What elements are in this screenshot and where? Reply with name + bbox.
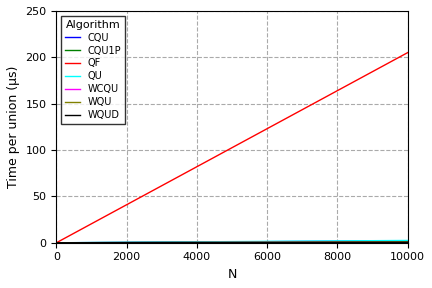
CQU1P	[296, 240, 301, 244]
QF	[54, 241, 59, 245]
QF	[90, 221, 95, 225]
Line: CQU1P: CQU1P	[56, 241, 407, 243]
WQUD	[123, 241, 128, 245]
CQU1P	[123, 241, 128, 244]
Line: WQU: WQU	[56, 242, 407, 243]
CQU1P	[259, 240, 264, 244]
QU	[123, 240, 128, 244]
CQU1P	[54, 241, 59, 245]
WQU	[388, 240, 393, 244]
CQU	[259, 240, 264, 243]
QU	[90, 241, 95, 244]
WQUD	[296, 241, 301, 244]
QF	[405, 51, 410, 54]
WCQU	[296, 240, 301, 244]
CQU1P	[90, 241, 95, 244]
WCQU	[54, 241, 59, 245]
WQU	[54, 241, 59, 245]
Line: CQU: CQU	[56, 241, 407, 243]
QU	[388, 239, 393, 242]
WQUD	[54, 241, 59, 245]
WQU	[405, 240, 410, 244]
WCQU	[259, 240, 264, 244]
WQUD	[388, 240, 393, 244]
QF	[388, 60, 393, 64]
WCQU	[123, 241, 128, 244]
Line: QF: QF	[56, 53, 407, 243]
CQU1P	[292, 240, 297, 244]
WCQU	[388, 240, 393, 244]
WQU	[259, 240, 264, 244]
QF	[292, 112, 297, 116]
WQUD	[259, 241, 264, 244]
QF	[259, 130, 264, 134]
WQU	[90, 241, 95, 245]
WQU	[296, 240, 301, 244]
CQU	[292, 240, 297, 243]
CQU	[296, 240, 301, 243]
CQU1P	[405, 240, 410, 243]
WCQU	[405, 240, 410, 244]
QU	[292, 240, 297, 243]
CQU	[90, 241, 95, 244]
X-axis label: N: N	[227, 268, 237, 281]
Legend: CQU, CQU1P, QF, QU, WCQU, WQU, WQUD: CQU, CQU1P, QF, QU, WCQU, WQU, WQUD	[61, 16, 125, 124]
WQU	[292, 240, 297, 244]
WQUD	[405, 240, 410, 244]
QU	[259, 240, 264, 243]
Line: WQUD: WQUD	[56, 242, 407, 243]
Line: WCQU: WCQU	[56, 242, 407, 243]
CQU	[123, 241, 128, 244]
WQUD	[292, 241, 297, 244]
QF	[296, 110, 301, 113]
Y-axis label: Time per union (μs): Time per union (μs)	[7, 66, 20, 188]
WQU	[123, 241, 128, 244]
QU	[296, 239, 301, 243]
WQUD	[90, 241, 95, 245]
CQU1P	[388, 240, 393, 243]
Line: QU: QU	[56, 240, 407, 243]
CQU	[388, 239, 393, 243]
QU	[54, 241, 59, 245]
WCQU	[292, 240, 297, 244]
WCQU	[90, 241, 95, 245]
CQU	[405, 239, 410, 243]
QU	[405, 239, 410, 242]
QF	[123, 204, 128, 207]
CQU	[54, 241, 59, 245]
